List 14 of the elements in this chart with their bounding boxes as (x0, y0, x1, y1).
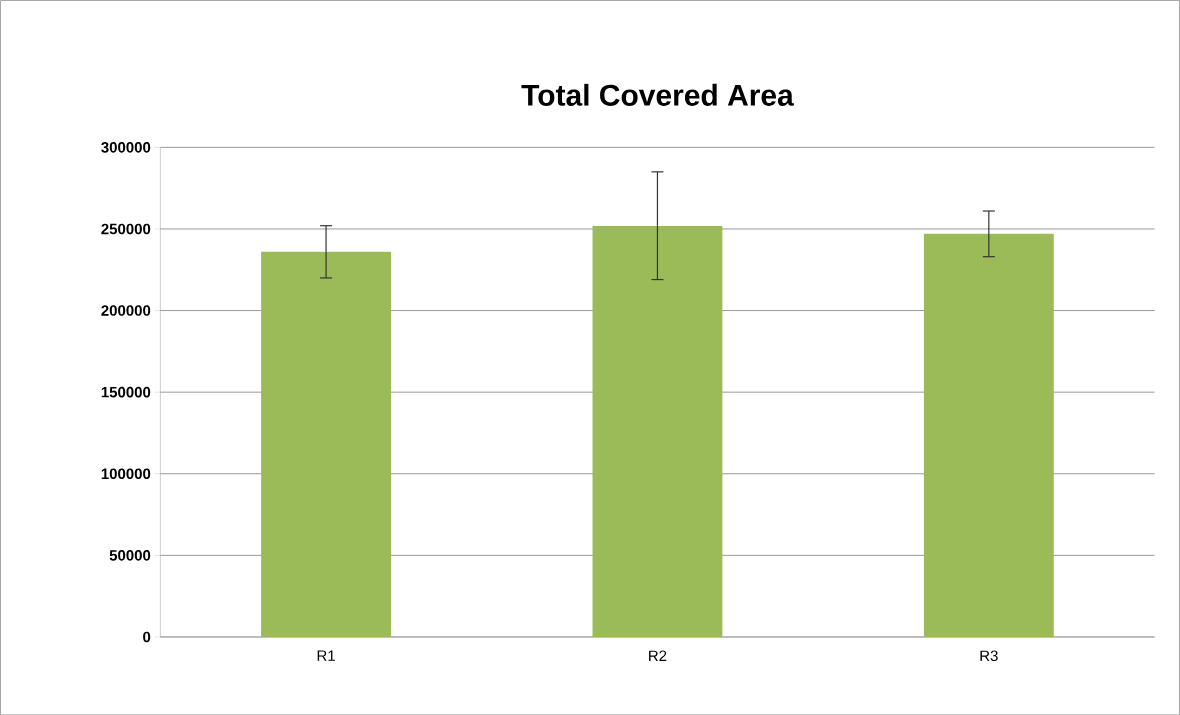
x-tick-label: R2 (649, 650, 667, 661)
y-tick-label: 50000 (109, 549, 151, 561)
x-tick-label: R3 (980, 650, 998, 661)
bar (592, 225, 723, 637)
chart-title: Total Covered Area (521, 83, 794, 106)
bar (261, 251, 392, 637)
y-tick-label: 200000 (101, 305, 151, 316)
y-tick-label: 250000 (101, 223, 151, 235)
x-tick-label: R1 (317, 650, 335, 661)
y-tick-label: 0 (143, 631, 151, 643)
bar (923, 233, 1054, 637)
y-tick-label: 300000 (101, 141, 151, 153)
y-tick-label: 150000 (101, 386, 151, 398)
y-tick-label: 100000 (101, 468, 151, 479)
